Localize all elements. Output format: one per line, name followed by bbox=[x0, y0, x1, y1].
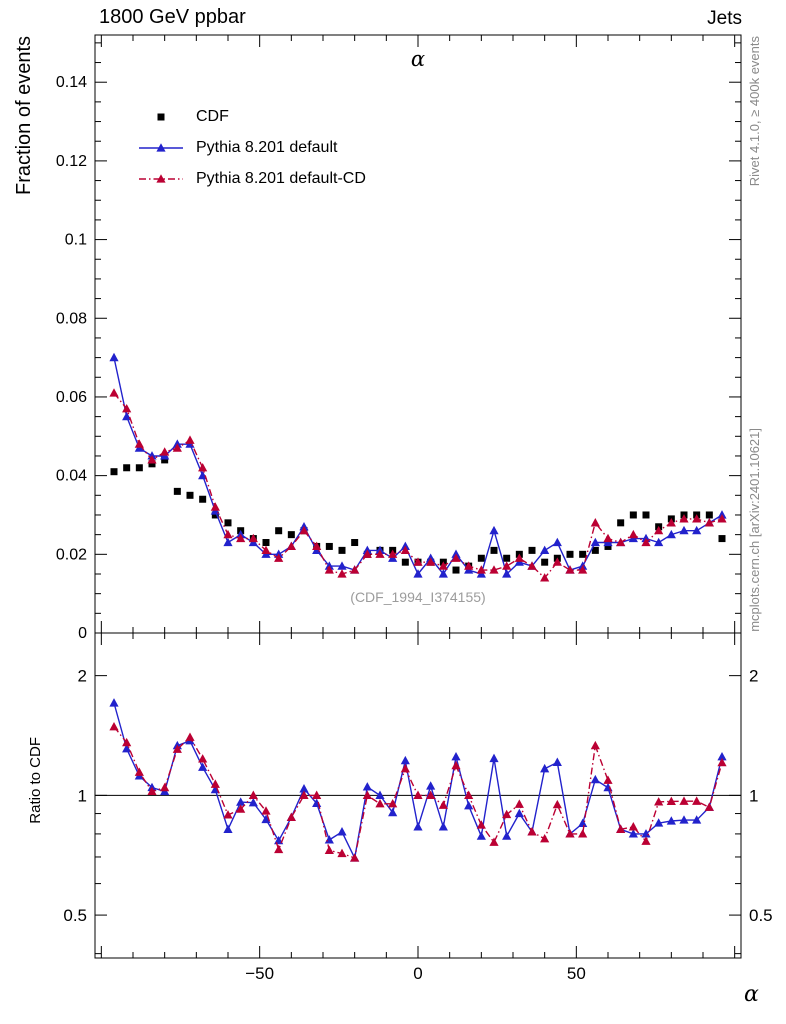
rivet-version-note: Rivet 4.1.0, ≥ 400k events bbox=[747, 36, 762, 187]
legend-item-cdf: CDF bbox=[138, 101, 366, 132]
y-axis-label-top: Fraction of events bbox=[13, 36, 35, 195]
cdf-square-marker-icon bbox=[157, 113, 165, 120]
svg-text:0.12: 0.12 bbox=[56, 153, 87, 170]
svg-text:0: 0 bbox=[78, 625, 87, 642]
mcplots-attribution: mcplots.cern.ch [arXiv:2401.10621] bbox=[747, 428, 762, 632]
legend-label-cdf: CDF bbox=[196, 107, 229, 125]
svg-text:1: 1 bbox=[749, 786, 758, 805]
legend: CDF Pythia 8.201 default Pythia 8.201 de… bbox=[138, 101, 366, 194]
pythia-default-marker-icon bbox=[139, 142, 183, 152]
svg-text:−50: −50 bbox=[245, 964, 274, 983]
svg-text:0.5: 0.5 bbox=[63, 906, 87, 925]
svg-text:0.5: 0.5 bbox=[749, 906, 773, 925]
pythia-default-cd-marker-icon bbox=[139, 173, 183, 183]
beam-title: 1800 GeV ppbar bbox=[99, 6, 246, 28]
legend-label-pythia-default: Pythia 8.201 default bbox=[196, 138, 338, 156]
observable-title: α bbox=[410, 47, 426, 71]
svg-text:0.02: 0.02 bbox=[56, 546, 87, 563]
x-axis-label: α bbox=[744, 982, 759, 1007]
legend-item-pythia-default-cd: Pythia 8.201 default-CD bbox=[138, 163, 366, 194]
svg-text:0.1: 0.1 bbox=[65, 232, 87, 249]
svg-text:1: 1 bbox=[78, 786, 87, 805]
svg-text:2: 2 bbox=[78, 667, 87, 686]
process-title: Jets bbox=[707, 8, 742, 29]
svg-text:0.08: 0.08 bbox=[56, 310, 87, 327]
svg-text:0: 0 bbox=[413, 964, 422, 983]
svg-text:0.04: 0.04 bbox=[56, 468, 87, 485]
svg-text:50: 50 bbox=[567, 964, 586, 983]
svg-text:0.14: 0.14 bbox=[56, 74, 87, 91]
analysis-id-watermark: (CDF_1994_I374155) bbox=[350, 589, 486, 605]
legend-item-pythia-default: Pythia 8.201 default bbox=[138, 132, 366, 163]
y-axis-label-ratio: Ratio to CDF bbox=[27, 737, 44, 824]
svg-text:0.06: 0.06 bbox=[56, 389, 87, 406]
svg-text:2: 2 bbox=[749, 667, 758, 686]
legend-label-pythia-default-cd: Pythia 8.201 default-CD bbox=[196, 169, 366, 187]
